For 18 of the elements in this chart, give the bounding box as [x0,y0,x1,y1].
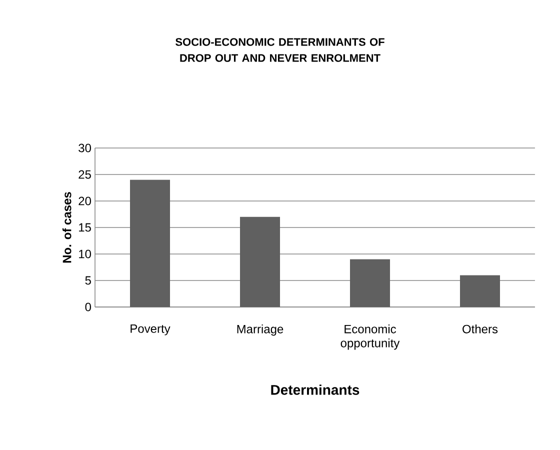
bar [460,275,500,307]
y-axis-title: No. of cases [62,192,72,263]
chart-title: SOCIO-ECONOMIC DETERMINANTS OF DROP OUT AND NEVER ENROLMENT [176,38,384,62]
y-tick-label: 10 [79,250,92,258]
y-tick-label: 30 [78,144,92,152]
x-tick-label: Poverty [130,324,170,336]
bar [350,259,390,307]
x-axis-title: Determinants [271,384,360,395]
x-tick-label: Marriage [237,324,284,336]
x-tick-label: Economic opportunity [340,324,400,350]
bar [240,216,280,307]
y-tick-label: 25 [78,170,91,179]
y-tick-label: 20 [78,196,92,206]
y-tick-label: 0 [85,302,92,312]
x-tick-label: Others [462,324,498,334]
y-tick-label: 15 [79,223,91,232]
bar [130,180,170,307]
y-tick-label: 5 [85,276,91,285]
